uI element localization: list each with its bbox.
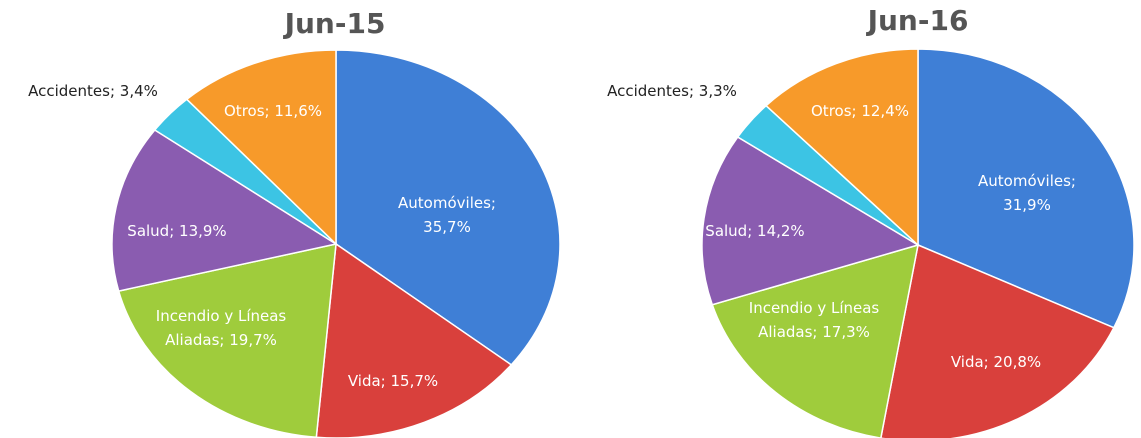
data-label-line: 31,9% — [1003, 196, 1051, 214]
data-label: Accidentes; 3,3% — [607, 82, 737, 100]
data-label: Incendio y Líneas Aliadas; 17,3% — [749, 299, 880, 341]
data-label-line: 35,7% — [423, 218, 471, 236]
pie-slice — [701, 136, 920, 306]
data-label: Otros; 12,4% — [811, 102, 909, 120]
data-label-line: Accidentes; 3,4% — [28, 82, 158, 100]
data-label: Automóviles; 31,9% — [978, 172, 1076, 214]
data-label-line: Vida; 15,7% — [348, 372, 438, 390]
data-label-line: Aliadas; 19,7% — [165, 331, 277, 349]
pie-slice — [764, 48, 919, 247]
data-label-line: Incendio y Líneas — [749, 299, 880, 317]
data-label: Automóviles; 35,7% — [398, 194, 496, 236]
data-label: Vida; 15,7% — [348, 372, 438, 390]
data-label: Accidentes; 3,4% — [28, 82, 158, 100]
pie-slice — [917, 48, 1135, 329]
chart-title: Jun-16 — [866, 4, 969, 37]
data-label-line: Incendio y Líneas — [156, 307, 287, 325]
chart-title: Jun-15 — [283, 7, 386, 40]
pie-slice — [880, 243, 1115, 438]
pie-slice — [335, 49, 561, 366]
data-label-line: Vida; 20,8% — [951, 353, 1041, 371]
data-label-line: Otros; 11,6% — [224, 102, 322, 120]
data-label: Salud; 13,9% — [127, 222, 226, 240]
data-label: Otros; 11,6% — [224, 102, 322, 120]
data-label-line: Salud; 13,9% — [127, 222, 226, 240]
data-label: Salud; 14,2% — [705, 222, 804, 240]
pie-slice — [117, 243, 337, 438]
data-label-line: Accidentes; 3,3% — [607, 82, 737, 100]
data-label: Incendio y Líneas Aliadas; 19,7% — [156, 307, 287, 349]
pie-slice — [711, 243, 919, 438]
data-label-line: Automóviles; — [978, 172, 1076, 190]
pie-slice — [185, 49, 337, 246]
pie-slice — [111, 128, 338, 292]
data-label-line: Salud; 14,2% — [705, 222, 804, 240]
data-label-line: Otros; 12,4% — [811, 102, 909, 120]
data-label-line: Aliadas; 17,3% — [758, 323, 870, 341]
data-label-line: Automóviles; — [398, 194, 496, 212]
data-label: Vida; 20,8% — [951, 353, 1041, 371]
